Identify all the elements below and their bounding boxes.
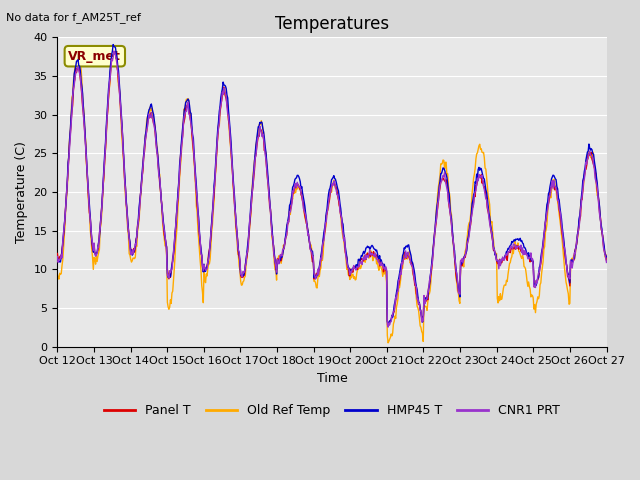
Panel T [603,257,611,263]
Panel T [121,175,129,181]
Old Ref Temp [603,257,611,263]
Panel T [63,179,71,185]
HMP45 T [205,249,213,254]
Old Ref Temp [205,261,213,267]
CNR1 PRT [400,255,408,261]
Old Ref Temp [109,47,117,53]
Old Ref Temp [400,252,408,257]
HMP45 T [54,254,61,260]
HMP45 T [416,305,424,311]
Old Ref Temp [416,323,424,329]
HMP45 T [603,254,611,260]
Old Ref Temp [63,185,71,191]
Panel T [400,254,408,260]
CNR1 PRT [416,308,424,313]
CNR1 PRT [110,48,118,54]
Line: Panel T: Panel T [58,52,607,325]
Old Ref Temp [54,271,61,277]
Text: No data for f_AM25T_ref: No data for f_AM25T_ref [6,12,141,23]
CNR1 PRT [205,251,213,257]
HMP45 T [385,320,393,326]
Line: HMP45 T: HMP45 T [58,45,607,323]
Panel T [177,155,184,160]
HMP45 T [121,172,129,178]
Line: Old Ref Temp: Old Ref Temp [58,50,607,343]
Text: VR_met: VR_met [68,50,121,63]
Panel T [416,306,424,312]
Panel T [54,251,61,256]
Legend: Panel T, Old Ref Temp, HMP45 T, CNR1 PRT: Panel T, Old Ref Temp, HMP45 T, CNR1 PRT [99,399,565,422]
CNR1 PRT [603,260,611,265]
HMP45 T [109,42,117,48]
Panel T [110,49,118,55]
Panel T [385,323,393,328]
Old Ref Temp [177,163,184,169]
CNR1 PRT [63,178,71,184]
HMP45 T [400,245,408,251]
Y-axis label: Temperature (C): Temperature (C) [15,141,28,243]
Old Ref Temp [384,340,392,346]
X-axis label: Time: Time [317,372,348,385]
CNR1 PRT [384,324,392,330]
Panel T [205,246,213,252]
HMP45 T [177,155,184,160]
CNR1 PRT [54,253,61,259]
HMP45 T [63,178,71,184]
Line: CNR1 PRT: CNR1 PRT [58,51,607,327]
Title: Temperatures: Temperatures [275,15,389,33]
CNR1 PRT [121,177,129,182]
CNR1 PRT [177,159,184,165]
Old Ref Temp [121,178,129,184]
